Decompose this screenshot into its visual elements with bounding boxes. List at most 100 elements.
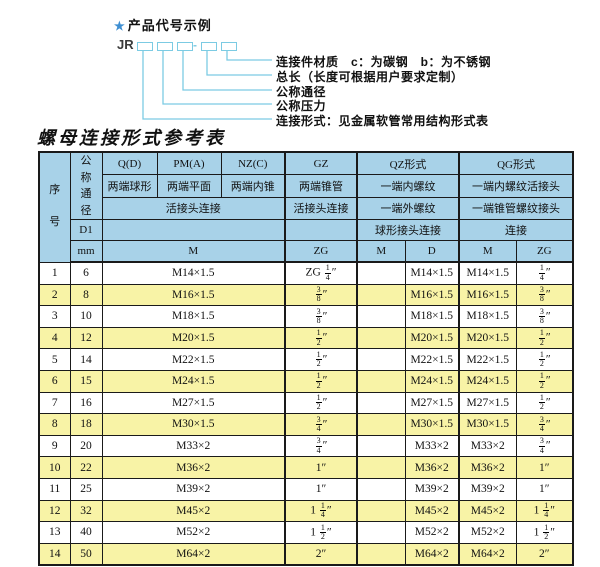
diagram-title-text: 产品代号示例: [127, 18, 212, 33]
reference-table-wrapper: 序号 公称通径 Q(D) PM(A) NZ(C) GZ QZ形式 QG形式 两端…: [38, 151, 575, 567]
cell-qz-d: M33×2: [404, 434, 460, 458]
cell-m: M20×1.5: [101, 326, 286, 350]
cell-gz: 3 4 ″: [284, 413, 358, 436]
table-title: 螺母连接形式参考表: [37, 128, 226, 149]
header-group-pma: PM(A): [156, 151, 222, 176]
cell-qz-m: [356, 456, 406, 479]
cell-seq: 11: [38, 477, 71, 501]
cell-qg-zg: 1 1 2 ″: [515, 521, 574, 544]
header-qz-ball-connect: 球形接头连接: [355, 219, 460, 241]
cell-seq: 5: [38, 348, 71, 371]
header-d1: D1: [69, 219, 103, 241]
code-prefix: JR: [117, 37, 134, 52]
header-pm-ends: 两端平面: [156, 174, 222, 198]
table-row: 13 40 M52×2 1 1 2 ″ M52×2 M52×2 1 1 2 ″: [38, 521, 574, 544]
cell-qg-m: M33×2: [458, 434, 517, 458]
cell-seq: 10: [38, 456, 71, 479]
cell-qg-zg: 1 2 ″: [515, 326, 574, 350]
table-body: 1 6 M14×1.5 ZG 1 4 ″ M14×1.5 M14×1.5 1 4 ″ 2 8 M16×1.…: [38, 261, 574, 566]
header-empty-1: [101, 219, 286, 241]
nut-connection-table: 序号 公称通径 Q(D) PM(A) NZ(C) GZ QZ形式 QG形式 两端…: [38, 151, 575, 567]
label-nominal-pressure: 公称压力: [276, 99, 327, 113]
cell-qg-zg: 3 4 ″: [515, 413, 574, 436]
header-dn: 公称通径: [69, 151, 103, 220]
cell-seq: 9: [38, 434, 71, 458]
cell-qz-d: M64×2: [404, 542, 460, 566]
cell-gz: 1 1 4 ″: [284, 499, 358, 523]
cell-m: M22×1.5: [101, 348, 286, 371]
label-connector-material: 连接件材质 c：为碳钢 b：为不锈钢: [276, 55, 492, 69]
cell-qz-m: [356, 542, 406, 566]
code-box-1: [137, 42, 153, 51]
cell-qg-m: M27×1.5: [458, 391, 517, 415]
cell-qg-m: M39×2: [458, 477, 517, 501]
cell-gz: ZG 1 4 ″: [284, 261, 358, 285]
table-row: 8 18 M30×1.5 3 4 ″ M30×1.5 M30×1.5 3 4 ″: [38, 413, 574, 436]
cell-dn: 10: [69, 305, 103, 328]
cell-m: M30×1.5: [101, 413, 286, 436]
cell-dn: 12: [69, 326, 103, 350]
cell-qz-d: M14×1.5: [404, 261, 460, 285]
cell-gz: 3 8 ″: [284, 305, 358, 328]
cell-qg-m: M16×1.5: [458, 283, 517, 307]
cell-qz-d: M24×1.5: [404, 369, 460, 393]
cell-qz-d: M22×1.5: [404, 348, 460, 371]
header-mm: mm: [69, 240, 103, 263]
cell-m: M36×2: [101, 456, 286, 479]
cell-qz-d: M36×2: [404, 456, 460, 479]
cell-qg-m: M14×1.5: [458, 261, 517, 285]
cell-qz-d: M52×2: [404, 521, 460, 544]
cell-qz-d: M27×1.5: [404, 391, 460, 415]
cell-qg-m: M52×2: [458, 521, 517, 544]
cell-dn: 16: [69, 391, 103, 415]
cell-qz-d: M18×1.5: [404, 305, 460, 328]
cell-seq: 12: [38, 499, 71, 523]
cell-qz-m: [356, 305, 406, 328]
cell-qg-m: M22×1.5: [458, 348, 517, 371]
cell-qz-d: M30×1.5: [404, 413, 460, 436]
cell-qz-m: [356, 283, 406, 307]
header-group-nzc: NZ(C): [220, 151, 286, 176]
cell-qz-m: [356, 499, 406, 523]
header-qg-taper-thread: 一端锥管螺纹接头: [458, 196, 574, 221]
cell-dn: 25: [69, 477, 103, 501]
header-qz-thread-out: 一端外螺纹: [355, 196, 460, 221]
cell-gz: 1 2 ″: [284, 348, 358, 371]
table-row: 14 50 M64×2 2″ M64×2 M64×2 2″: [38, 542, 574, 566]
cell-m: M33×2: [101, 434, 286, 458]
cell-dn: 15: [69, 369, 103, 393]
cell-gz: 3 4 ″: [284, 434, 358, 458]
header-union-connect: 活接头连接: [101, 196, 286, 221]
table-row: 5 14 M22×1.5 1 2 ″ M22×1.5 M22×1.5 1 2 ″: [38, 348, 574, 371]
header-unit-zg: ZG: [284, 240, 358, 263]
cell-qz-m: [356, 413, 406, 436]
cell-m: M14×1.5: [101, 261, 286, 285]
cell-qg-zg: 1 4 ″: [515, 261, 574, 285]
table-row: 6 15 M24×1.5 1 2 ″ M24×1.5 M24×1.5 1 2 ″: [38, 369, 574, 393]
header-gz-ends: 两端锥管: [284, 174, 358, 198]
header-group-qd: Q(D): [101, 151, 158, 176]
diagram-title: ★ 产品代号示例: [114, 15, 212, 34]
cell-m: M39×2: [101, 477, 286, 501]
cell-gz: 1 2 ″: [284, 326, 358, 350]
table-row: 4 12 M20×1.5 1 2 ″ M20×1.5 M20×1.5 1 2 ″: [38, 326, 574, 350]
table-row: 10 22 M36×2 1″ M36×2 M36×2 1″: [38, 456, 574, 479]
header-qg-connect: 连接: [458, 219, 574, 241]
cell-m: M24×1.5: [101, 369, 286, 393]
star-icon: ★: [114, 19, 126, 33]
cell-dn: 40: [69, 521, 103, 544]
cell-gz: 3 8 ″: [284, 283, 358, 307]
cell-gz: 2″: [284, 542, 358, 566]
cell-m: M64×2: [101, 542, 286, 566]
cell-qg-m: M30×1.5: [458, 413, 517, 436]
table-row: 12 32 M45×2 1 1 4 ″ M45×2 M45×2 1 1 4 ″: [38, 499, 574, 523]
label-nominal-diameter: 公称通径: [276, 85, 327, 99]
cell-m: M45×2: [101, 499, 286, 523]
cell-m: M16×1.5: [101, 283, 286, 307]
cell-qz-m: [356, 348, 406, 371]
cell-qg-zg: 1″: [515, 456, 574, 479]
cell-gz: 1″: [284, 477, 358, 501]
cell-qz-m: [356, 434, 406, 458]
table-row: 11 25 M39×2 1″ M39×2 M39×2 1″: [38, 477, 574, 501]
